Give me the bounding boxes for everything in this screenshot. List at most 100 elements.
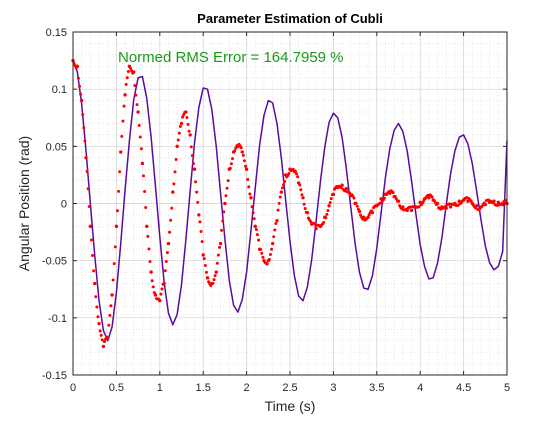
y-tick-label: -0.15 bbox=[42, 370, 67, 382]
data-point-dense bbox=[181, 115, 185, 119]
data-point-dense bbox=[296, 175, 300, 179]
data-point bbox=[162, 281, 166, 286]
data-point bbox=[240, 150, 244, 154]
data-point-dense bbox=[186, 122, 190, 126]
data-point-dense bbox=[150, 279, 154, 283]
data-point-dense bbox=[125, 76, 129, 80]
data-point bbox=[405, 208, 409, 213]
data-point bbox=[192, 167, 197, 171]
data-point-dense bbox=[173, 170, 177, 174]
data-point bbox=[244, 167, 249, 171]
data-point-dense bbox=[108, 313, 112, 317]
data-point-dense bbox=[111, 278, 115, 282]
data-point-dense bbox=[221, 219, 225, 223]
data-point bbox=[275, 218, 279, 223]
data-point-dense bbox=[86, 187, 90, 191]
data-point-dense bbox=[417, 205, 421, 209]
data-point-dense bbox=[254, 227, 258, 231]
data-point-dense bbox=[259, 248, 263, 252]
data-point-dense bbox=[391, 191, 395, 195]
data-point-dense bbox=[309, 220, 313, 224]
data-point bbox=[270, 241, 275, 246]
data-point-dense bbox=[352, 196, 356, 200]
data-point-dense bbox=[287, 171, 291, 175]
data-point bbox=[435, 201, 440, 206]
data-point bbox=[396, 199, 401, 203]
data-point bbox=[175, 144, 179, 149]
data-point bbox=[444, 206, 448, 210]
data-point-dense bbox=[139, 147, 143, 151]
data-point-dense bbox=[124, 82, 128, 86]
data-point-dense bbox=[456, 203, 460, 207]
data-point bbox=[327, 204, 331, 208]
data-point-dense bbox=[257, 238, 261, 242]
data-point-dense bbox=[138, 135, 142, 139]
data-point bbox=[114, 224, 119, 229]
data-point-dense bbox=[187, 129, 191, 133]
data-point bbox=[448, 205, 453, 209]
data-point-dense bbox=[276, 208, 280, 212]
data-point bbox=[188, 133, 192, 137]
data-point bbox=[214, 270, 218, 274]
data-point bbox=[388, 191, 392, 195]
data-point-dense bbox=[118, 170, 122, 174]
data-point-dense bbox=[348, 191, 352, 195]
data-point-dense bbox=[102, 340, 106, 344]
data-point bbox=[357, 209, 362, 214]
x-tick-label: 1 bbox=[157, 382, 163, 394]
data-point-dense bbox=[302, 202, 306, 206]
data-point-dense bbox=[176, 138, 180, 142]
data-point bbox=[331, 192, 336, 197]
data-point-dense bbox=[326, 209, 330, 213]
data-point bbox=[366, 215, 370, 219]
data-point-dense bbox=[178, 125, 182, 128]
data-point bbox=[305, 210, 310, 215]
data-point bbox=[158, 298, 162, 303]
data-point bbox=[370, 210, 375, 215]
data-point bbox=[362, 215, 366, 219]
data-point-dense bbox=[121, 119, 125, 123]
data-point-dense bbox=[234, 146, 238, 150]
data-point-dense bbox=[107, 323, 111, 327]
model-line bbox=[72, 60, 508, 342]
data-point-dense bbox=[394, 197, 398, 201]
data-point-dense bbox=[169, 218, 173, 222]
data-point bbox=[179, 121, 184, 126]
data-point-dense bbox=[228, 166, 232, 170]
data-point bbox=[149, 270, 153, 274]
data-point bbox=[166, 241, 171, 246]
data-point bbox=[75, 64, 80, 69]
data-point-dense bbox=[252, 217, 256, 221]
data-point bbox=[253, 224, 257, 229]
data-point-dense bbox=[225, 186, 229, 190]
data-point-dense bbox=[328, 201, 332, 205]
data-point-dense bbox=[189, 145, 193, 149]
data-point-dense bbox=[260, 251, 264, 255]
data-point-dense bbox=[159, 292, 163, 296]
model-line-layer bbox=[72, 60, 508, 342]
data-point-dense bbox=[199, 230, 203, 234]
data-point-dense bbox=[241, 153, 245, 157]
data-point-dense bbox=[195, 190, 199, 194]
data-point-dense bbox=[272, 235, 276, 239]
data-point-dense bbox=[148, 260, 152, 264]
data-point-dense bbox=[115, 209, 119, 213]
data-point-dense bbox=[91, 253, 95, 257]
data-point-dense bbox=[298, 183, 302, 187]
data-point-dense bbox=[303, 206, 307, 210]
data-point-dense bbox=[216, 253, 220, 257]
data-point-dense bbox=[233, 149, 237, 153]
data-point-dense bbox=[134, 93, 138, 97]
data-point-dense bbox=[226, 179, 230, 183]
data-point-dense bbox=[204, 270, 208, 274]
data-point bbox=[483, 202, 487, 207]
data-point-dense bbox=[78, 84, 82, 88]
data-point-dense bbox=[79, 92, 83, 96]
data-point bbox=[201, 253, 205, 257]
data-point-dense bbox=[143, 190, 147, 194]
data-point bbox=[427, 196, 431, 200]
data-point bbox=[249, 196, 253, 200]
data-point-dense bbox=[185, 115, 189, 119]
x-tick-label: 3 bbox=[330, 382, 336, 394]
y-tick-label: 0.1 bbox=[52, 84, 67, 96]
